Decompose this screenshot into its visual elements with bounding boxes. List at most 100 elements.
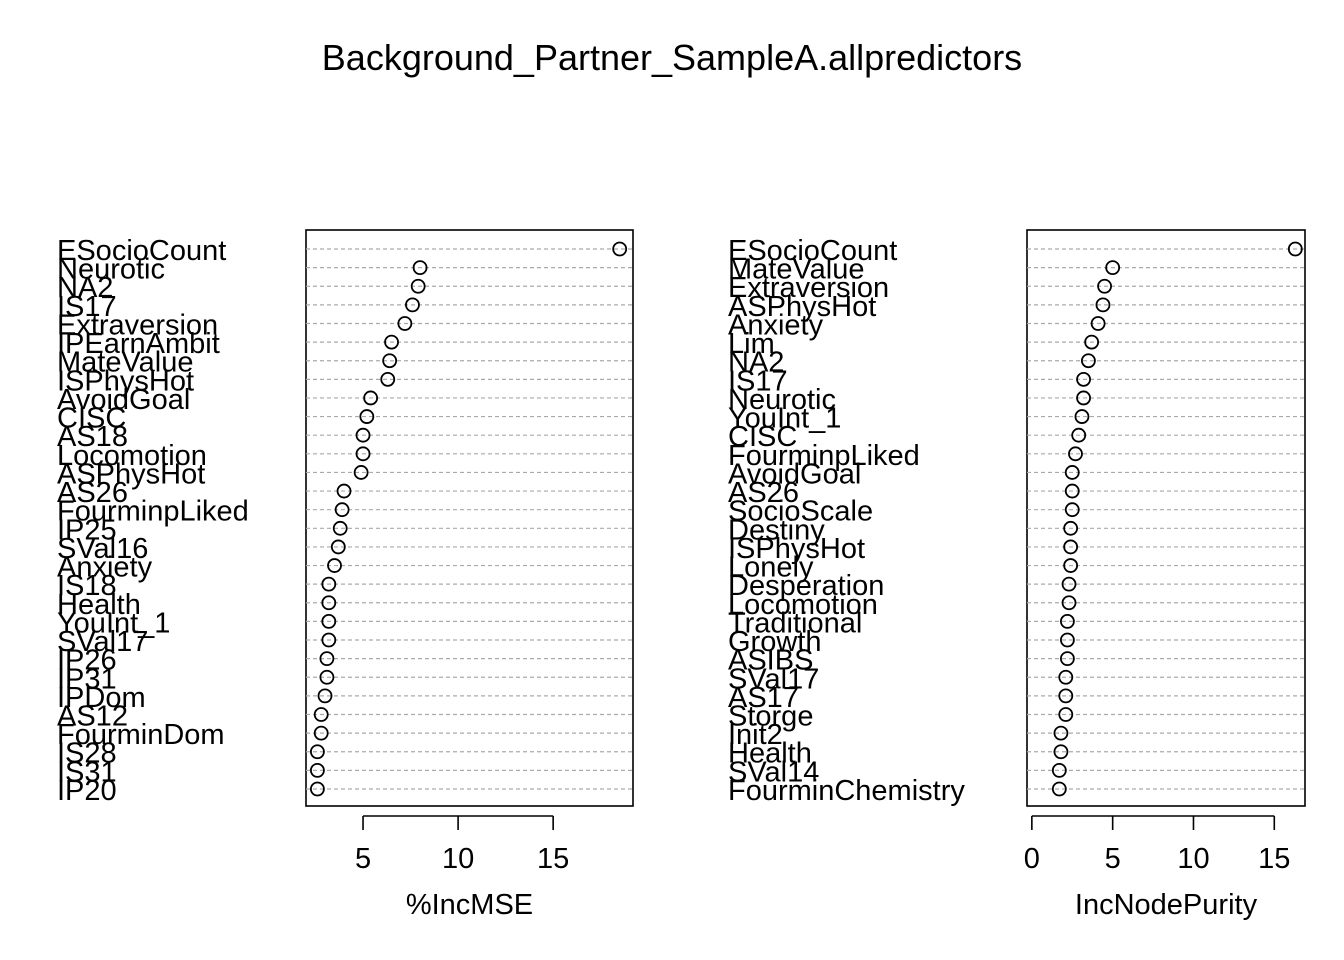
category-label: Anxiety xyxy=(728,309,824,341)
x-axis-label: %IncMSE xyxy=(406,889,533,921)
category-label: Locomotion xyxy=(728,589,878,621)
data-point xyxy=(321,576,337,592)
data-point xyxy=(382,353,398,369)
data-point xyxy=(1097,278,1112,294)
data-point xyxy=(359,409,375,424)
category-label: MateValue xyxy=(57,347,194,379)
data-point xyxy=(1063,558,1079,573)
category-label: Init2 xyxy=(728,719,783,751)
category-label: ESocioCount xyxy=(57,235,226,267)
data-point xyxy=(1060,614,1075,629)
data-point xyxy=(353,465,369,480)
data-point xyxy=(313,707,329,722)
chart-title: Background_Partner_SampleA.allpredictors xyxy=(322,37,1022,78)
data-point xyxy=(1071,427,1087,443)
category-label: SVal14 xyxy=(728,756,819,788)
category-label: SVal17 xyxy=(728,663,819,695)
x-tick-label: 0 xyxy=(1024,843,1040,875)
category-label: NA2 xyxy=(57,272,113,304)
data-point xyxy=(1058,688,1074,704)
data-point xyxy=(1053,725,1069,741)
data-point xyxy=(321,632,337,648)
data-point xyxy=(1061,576,1077,592)
x-axis-label: IncNodePurity xyxy=(1075,889,1258,921)
category-label: SVal17 xyxy=(57,626,148,658)
data-point xyxy=(330,539,346,555)
category-label: ISPhysHot xyxy=(728,533,865,565)
category-label: NA2 xyxy=(728,347,784,379)
data-point xyxy=(355,446,371,462)
category-label: Health xyxy=(728,738,812,770)
category-label: CISC xyxy=(57,403,126,435)
category-label: ASIBS xyxy=(728,645,813,677)
category-label: AS26 xyxy=(57,477,128,509)
data-point xyxy=(1060,651,1075,667)
x-tick-label: 10 xyxy=(442,843,474,875)
category-label: Storge xyxy=(728,701,813,733)
category-label: IPDom xyxy=(57,682,146,714)
panel-incnodepurity: ESocioCountMateValueExtraversionASPhysHo… xyxy=(728,229,1306,921)
plot-frame xyxy=(1026,229,1306,807)
data-point xyxy=(412,260,428,276)
category-label: AvoidGoal xyxy=(57,384,190,416)
data-point xyxy=(1287,241,1303,257)
data-point xyxy=(321,614,337,629)
category-label: AS26 xyxy=(728,477,799,509)
category-label: FourminpLiked xyxy=(57,496,249,528)
panel-incmse: ESocioCountNeuroticNA2IS17ExtraversionIP… xyxy=(57,229,634,921)
data-point xyxy=(405,297,420,313)
data-point xyxy=(310,744,325,760)
category-label: IP26 xyxy=(57,645,117,677)
data-point xyxy=(1090,316,1106,331)
data-point xyxy=(1058,669,1074,685)
category-label: Neurotic xyxy=(57,254,165,286)
category-label: Anxiety xyxy=(57,552,153,584)
data-point xyxy=(336,483,352,499)
data-point xyxy=(1058,707,1074,722)
category-label: ASPhysHot xyxy=(57,458,205,490)
x-tick-label: 15 xyxy=(537,843,569,875)
data-point xyxy=(1074,409,1090,424)
data-point xyxy=(410,278,426,294)
x-tick-label: 5 xyxy=(1105,843,1121,875)
category-label: ASPhysHot xyxy=(728,291,876,323)
data-point xyxy=(1060,632,1075,648)
data-point xyxy=(355,427,371,443)
data-point xyxy=(1084,334,1100,350)
data-point xyxy=(384,334,399,350)
x-tick-label: 10 xyxy=(1177,843,1209,875)
data-point xyxy=(1081,353,1096,369)
data-point xyxy=(1064,483,1080,499)
data-point xyxy=(1076,390,1091,406)
category-label: IS31 xyxy=(57,756,117,788)
category-label: YouInt_1 xyxy=(57,607,170,639)
category-label: FourminChemistry xyxy=(728,775,965,807)
category-label: SVal16 xyxy=(57,533,148,565)
data-point xyxy=(1063,539,1079,555)
category-label: IS18 xyxy=(57,570,117,602)
data-point xyxy=(332,520,348,536)
data-point xyxy=(313,725,329,741)
data-point xyxy=(1105,260,1121,276)
category-label: Locomotion xyxy=(57,440,207,472)
data-point xyxy=(1076,371,1091,387)
data-point xyxy=(1053,744,1069,760)
data-point xyxy=(334,502,350,518)
data-point xyxy=(310,762,325,778)
category-label: IS28 xyxy=(57,738,117,770)
category-label: Extraversion xyxy=(57,309,218,341)
category-label: Extraversion xyxy=(728,272,889,304)
category-label: Destiny xyxy=(728,514,825,546)
category-label: IP25 xyxy=(57,514,117,546)
data-point xyxy=(1068,446,1083,462)
data-point xyxy=(1095,297,1111,313)
data-point xyxy=(612,241,628,257)
category-label: Lonely xyxy=(728,552,814,584)
data-point xyxy=(380,371,396,387)
category-label: IS17 xyxy=(728,365,788,397)
category-label: Lim xyxy=(728,328,775,360)
x-tick-label: 5 xyxy=(355,843,371,875)
data-point xyxy=(327,558,342,573)
data-point xyxy=(1061,595,1077,611)
category-label: AS17 xyxy=(728,682,799,714)
